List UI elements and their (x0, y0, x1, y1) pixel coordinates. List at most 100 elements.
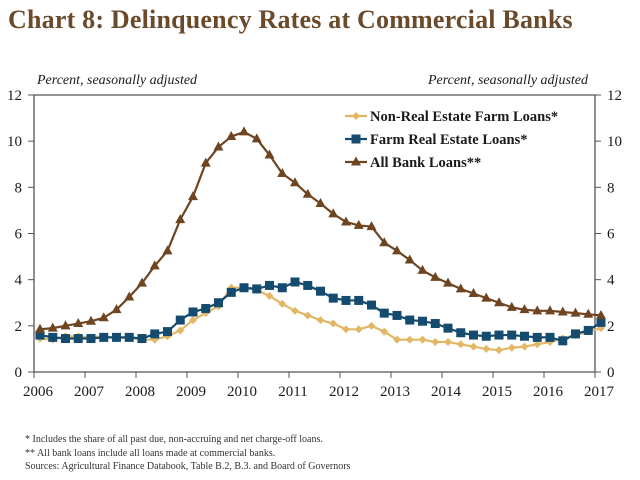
data-point (86, 334, 96, 344)
data-point (519, 304, 530, 314)
x-tick-label: 2011 (278, 384, 307, 400)
data-point (392, 245, 402, 255)
data-point (188, 191, 198, 201)
data-point (201, 304, 211, 314)
data-point (137, 277, 147, 287)
data-point (315, 197, 326, 207)
data-point (431, 337, 440, 346)
data-point (239, 283, 249, 293)
data-point (405, 315, 415, 325)
x-tick-label: 2008 (125, 384, 155, 400)
y-tick-label-right: 0 (607, 365, 615, 381)
x-tick-label: 2010 (227, 384, 257, 400)
data-point (277, 167, 288, 177)
data-point (162, 245, 173, 255)
data-point (188, 307, 198, 317)
data-point (443, 323, 453, 333)
data-point (417, 264, 428, 274)
chart-title: Chart 8: Delinquency Rates at Commercial… (8, 5, 573, 34)
data-point (367, 300, 376, 310)
y-tick-label-left: 2 (15, 319, 23, 335)
footnote-1: * Includes the share of all past due, no… (25, 434, 323, 445)
data-point (48, 332, 58, 342)
data-point (278, 299, 287, 308)
data-point (469, 342, 478, 351)
data-point (303, 280, 313, 290)
data-point (99, 332, 109, 342)
data-point (328, 208, 339, 218)
footnote-2: ** All bank loans include all loans made… (25, 447, 276, 459)
data-point (444, 337, 452, 346)
data-point (342, 325, 350, 334)
legend-marker (351, 156, 361, 166)
data-point (404, 254, 415, 264)
data-point (418, 335, 427, 344)
data-point (379, 237, 390, 247)
data-point (137, 334, 147, 344)
y-tick-label-right: 2 (607, 319, 615, 335)
y-tick-label-left: 10 (7, 134, 22, 150)
y-tick-label-right: 12 (607, 88, 622, 104)
data-point (163, 327, 172, 337)
legend-label: Non-Real Estate Farm Loans* (370, 109, 558, 125)
data-point (73, 334, 83, 344)
x-tick-label: 2013 (380, 384, 410, 400)
data-point (252, 284, 262, 294)
x-tick-label: 2006 (23, 384, 54, 400)
data-point (380, 327, 389, 336)
data-point (558, 336, 568, 346)
axes: 0 0 2 2 4 4 6 6 8 8 10 10 12 12 2006 2007 2008 2009 2010 20… (7, 88, 622, 400)
data-point (265, 291, 274, 300)
data-point (35, 330, 45, 340)
y-tick-label-left: 8 (15, 180, 23, 196)
data-point (47, 322, 58, 332)
data-point (61, 334, 70, 344)
data-point (60, 320, 71, 330)
data-point (341, 295, 351, 305)
data-point (150, 329, 160, 339)
data-point (329, 319, 338, 328)
legend: Non-Real Estate Farm Loans* Farm Real Est… (345, 109, 558, 171)
data-point (418, 316, 427, 326)
data-point (507, 343, 516, 352)
y-tick-label-left: 4 (15, 273, 23, 289)
data-point (379, 308, 389, 318)
data-point (533, 340, 542, 349)
series-triangle (35, 126, 606, 333)
data-point (596, 317, 606, 327)
data-point (98, 312, 109, 322)
data-point (354, 325, 363, 334)
data-point (468, 288, 479, 298)
data-point (583, 308, 594, 318)
data-point (507, 330, 517, 340)
footnotes: * Includes the share of all past due, no… (25, 433, 350, 474)
data-point (494, 330, 504, 340)
data-point (264, 149, 275, 159)
data-point (495, 346, 503, 355)
data-point (392, 310, 402, 320)
legend-label: Farm Real Estate Loans* (370, 132, 527, 148)
data-point (175, 315, 185, 325)
sources-note: Sources: Agricultural Finance Databook, … (25, 461, 351, 472)
data-point (393, 335, 401, 344)
data-point (226, 131, 237, 141)
data-point (571, 329, 580, 339)
data-point (430, 319, 440, 329)
series-square (35, 277, 606, 346)
data-point (213, 141, 224, 151)
left-axis-unit-label: Percent, seasonally adjusted (37, 73, 198, 88)
y-tick-label-left: 6 (15, 227, 23, 243)
y-tick-label-right: 4 (607, 273, 615, 289)
data-point (481, 292, 492, 302)
data-point (341, 216, 351, 226)
data-point (456, 340, 465, 349)
data-point (520, 342, 529, 351)
data-point (455, 283, 466, 293)
data-point (430, 271, 441, 281)
data-point (367, 321, 376, 330)
data-point (443, 277, 453, 287)
data-point (200, 157, 211, 167)
legend-marker (352, 112, 360, 120)
data-point (366, 221, 377, 231)
